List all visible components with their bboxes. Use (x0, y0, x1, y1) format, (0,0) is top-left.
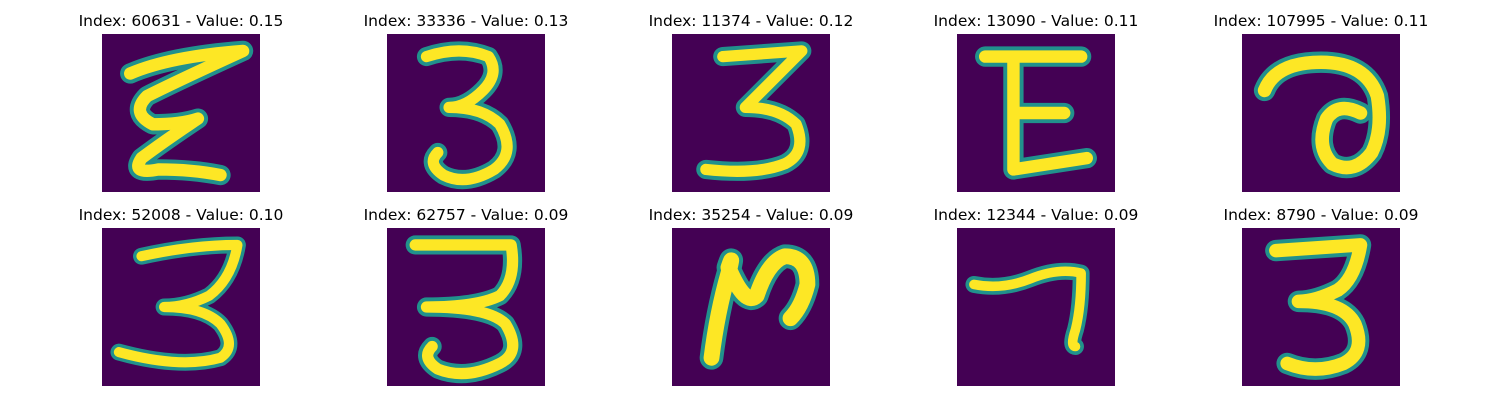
panel-title: Index: 33336 - Value: 0.13 (363, 12, 569, 30)
digit-three (696, 41, 812, 181)
digit-epsilon (120, 40, 254, 186)
digit-n (699, 244, 820, 370)
digit-image (672, 34, 830, 192)
panel-title: Index: 8790 - Value: 0.09 (1223, 206, 1419, 224)
panel-title: Index: 107995 - Value: 0.11 (1213, 12, 1429, 30)
panel-title: Index: 13090 - Value: 0.11 (933, 12, 1139, 30)
panel-title: Index: 11374 - Value: 0.12 (648, 12, 854, 30)
panel-title: Index: 62757 - Value: 0.09 (363, 206, 569, 224)
digit-image (102, 228, 260, 386)
digit-image (957, 228, 1115, 386)
digit-image (387, 34, 545, 192)
digit-seven (965, 262, 1090, 355)
digit-a (1253, 51, 1391, 179)
digit-three (405, 235, 523, 384)
digit-image (102, 34, 260, 192)
digit-image (1242, 34, 1400, 192)
digit-image (672, 228, 830, 386)
digit-image (957, 34, 1115, 192)
digit-three (1265, 234, 1372, 380)
panel-title: Index: 35254 - Value: 0.09 (648, 206, 854, 224)
panel-title: Index: 12344 - Value: 0.09 (933, 206, 1139, 224)
panel-title: Index: 52008 - Value: 0.10 (78, 206, 284, 224)
digit-image (387, 228, 545, 386)
digit-three (110, 236, 246, 371)
panel-title: Index: 60631 - Value: 0.15 (78, 12, 284, 30)
digit-image (1242, 228, 1400, 386)
digit-e (975, 46, 1097, 180)
digit-three (416, 41, 517, 190)
